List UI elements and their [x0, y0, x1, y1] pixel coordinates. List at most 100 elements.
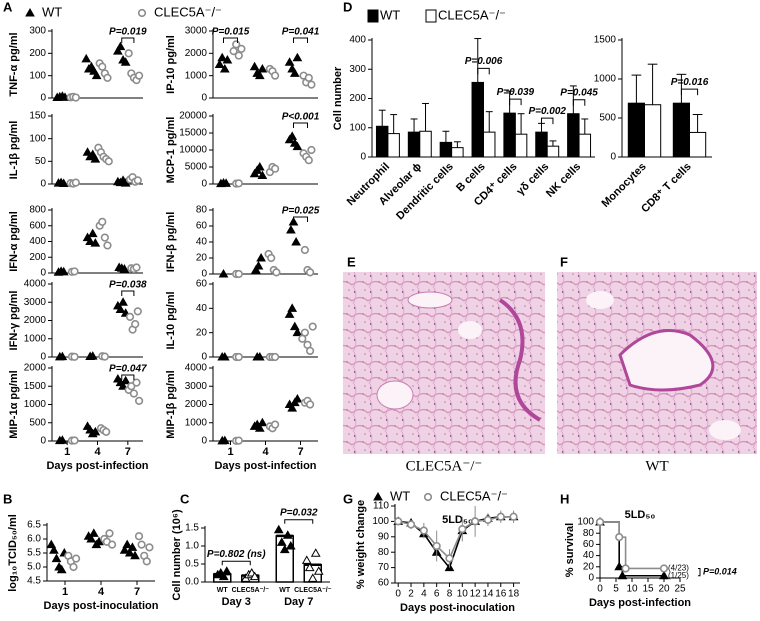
point — [90, 238, 101, 247]
point — [237, 44, 246, 53]
bar — [471, 81, 485, 158]
y-tick-label: 10000 — [179, 145, 207, 156]
bar — [503, 112, 516, 158]
y-tick-label: 0 — [40, 93, 46, 104]
point — [133, 176, 142, 185]
y-tick-label: 90 — [378, 531, 390, 542]
point — [289, 321, 300, 331]
bar — [689, 131, 707, 158]
point — [659, 570, 669, 580]
chart-title: 5LD₅₀ — [625, 509, 656, 521]
y-tick-label: 3000 — [185, 381, 208, 392]
legend-swatch — [367, 9, 379, 23]
x-tick-label: 4 — [94, 446, 101, 458]
y-tick-label: 300 — [349, 64, 366, 75]
x-tick-label: 4 — [262, 446, 269, 458]
bar-label: WT — [279, 587, 291, 594]
point — [118, 381, 128, 390]
point — [419, 526, 428, 535]
bar — [387, 133, 400, 158]
legend-label: CLEC5A⁻/⁻ — [440, 488, 508, 503]
point — [125, 312, 135, 321]
point — [276, 537, 287, 546]
x-tick-label: 25 — [674, 584, 686, 595]
y-axis-label: IP-10 pg/ml — [165, 35, 177, 94]
point — [145, 543, 154, 552]
bar — [578, 133, 592, 158]
point — [254, 70, 265, 80]
x-tick-label: Day 7 — [284, 596, 313, 608]
panel-letter: F — [560, 254, 568, 269]
point — [127, 542, 138, 551]
point — [286, 224, 296, 234]
legend-label: CLEC5A⁻/⁻ — [154, 4, 222, 19]
panel-letter: D — [343, 0, 352, 14]
chart-title: 5LD₅₀ — [442, 514, 473, 526]
point — [614, 561, 625, 571]
y-axis-label: % survival — [564, 523, 576, 577]
point — [307, 573, 318, 582]
y-tick-label: 0 — [40, 352, 46, 363]
bar — [644, 104, 662, 158]
point — [119, 545, 130, 554]
x-tick-label: 1 — [227, 446, 233, 458]
point — [85, 236, 95, 245]
y-tick-label: 100 — [29, 133, 46, 144]
bracket — [509, 98, 522, 106]
bar — [535, 131, 548, 158]
y-tick-label: 0 — [588, 573, 594, 584]
point — [88, 528, 99, 537]
point — [124, 547, 135, 557]
point — [229, 46, 238, 56]
y-tick-label: 0 — [201, 436, 207, 447]
y-tick-label: 0 — [40, 436, 46, 447]
bar — [567, 113, 580, 158]
p-value: P=0.014 — [703, 566, 737, 576]
point — [58, 178, 69, 188]
legend-label: WT — [380, 7, 400, 22]
point — [103, 241, 112, 250]
x-axis-label: Days post-infection — [589, 597, 691, 609]
y-tick-label: 1000 — [24, 399, 47, 410]
point — [300, 328, 310, 337]
y-tick-label: 2000 — [185, 399, 208, 410]
y-tick-label: 1000 — [185, 70, 208, 81]
point — [98, 217, 107, 226]
panel-letter: A — [3, 0, 13, 14]
y-tick-label: 20 — [196, 327, 208, 338]
point — [234, 179, 243, 188]
point — [234, 51, 243, 60]
panel-letter: H — [560, 491, 569, 506]
y-tick-label: 200 — [29, 252, 46, 263]
x-tick-label: 2 — [408, 589, 414, 600]
point — [289, 68, 300, 77]
point — [70, 352, 79, 361]
point — [98, 62, 107, 71]
y-tick-label: 40 — [583, 550, 595, 561]
point — [271, 420, 280, 429]
y-axis-label: IL-10 pg/ml — [165, 291, 177, 349]
point — [70, 436, 79, 445]
point — [134, 532, 144, 541]
point — [306, 346, 315, 356]
point — [271, 352, 280, 362]
p-value: P=0.025 — [282, 206, 320, 217]
survival-line — [600, 521, 664, 570]
panel-letter: C — [180, 491, 190, 506]
point — [272, 268, 281, 277]
point — [71, 554, 81, 563]
point — [257, 63, 268, 73]
y-tick-label: 4000 — [185, 363, 208, 374]
y-axis-label: IL-1β pg/ml — [8, 121, 20, 180]
x-tick-label: 10 — [626, 584, 638, 595]
point — [100, 233, 109, 242]
point — [310, 548, 321, 557]
p-value: P=0.032 — [280, 507, 318, 518]
y-tick-label: 6.5 — [27, 520, 41, 531]
y-tick-label: 0.0 — [185, 577, 199, 588]
p-value: P=0.006 — [465, 56, 503, 67]
legend-label: WT — [42, 4, 62, 19]
y-tick-label: 20000 — [179, 111, 207, 122]
point — [90, 426, 101, 436]
p-value: P=0.038 — [109, 280, 147, 291]
